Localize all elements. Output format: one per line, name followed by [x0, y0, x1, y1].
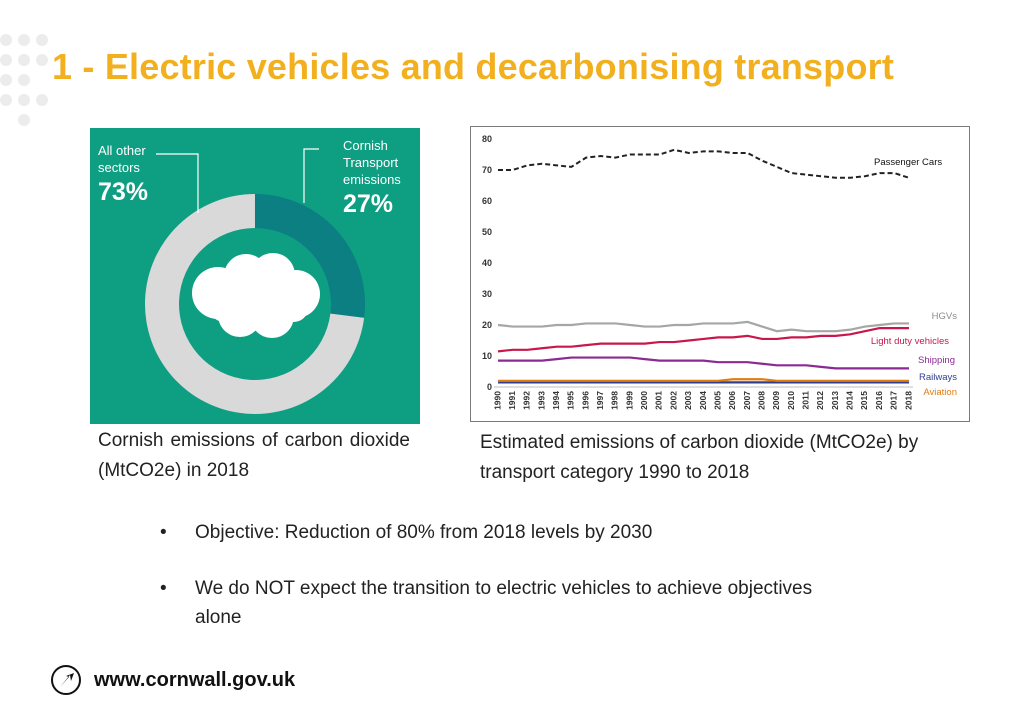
- x-tick-label: 1994: [551, 391, 561, 410]
- y-tick-label: 40: [482, 258, 492, 268]
- x-tick-label: 2011: [801, 391, 811, 410]
- donut-chart-panel: All other sectors 73% Cornish Transport …: [90, 128, 420, 424]
- x-tick-label: 2012: [815, 391, 825, 410]
- value-transport-emissions: 27%: [343, 190, 394, 218]
- series-line-hgvs: [497, 320, 909, 333]
- x-tick-label: 2002: [668, 391, 678, 410]
- series-label-hgvs: HGVs: [932, 311, 958, 322]
- leader-line-right: [303, 148, 319, 203]
- cloud-icon: [192, 253, 320, 338]
- objectives-list: • Objective: Reduction of 80% from 2018 …: [160, 518, 860, 659]
- series-line-aviation: [498, 378, 909, 382]
- objective-text: We do NOT expect the transition to elect…: [195, 578, 813, 628]
- footer: www.cornwall.gov.uk: [50, 664, 295, 696]
- line-chart: 0 10 20 30 40 50 60 70 80 1990 1991 1992 1993 1994 199…: [482, 134, 958, 410]
- x-tick-label: 2015: [859, 391, 869, 410]
- y-tick-label: 70: [482, 165, 492, 175]
- y-tick-label: 50: [482, 227, 492, 237]
- x-tick-label: 2000: [639, 391, 649, 410]
- x-tick-label: 2003: [683, 391, 693, 410]
- slide-title: 1 - Electric vehicles and decarbonising …: [52, 46, 895, 87]
- bullet-mark: •: [160, 578, 167, 599]
- x-tick-label: 2014: [845, 391, 855, 410]
- decorative-dots: [0, 34, 48, 126]
- x-tick-label: 2008: [756, 391, 766, 410]
- x-tick-label: 1990: [492, 391, 502, 410]
- y-tick-label: 0: [487, 382, 492, 392]
- x-tick-label: 2005: [712, 391, 722, 410]
- series-line-passenger-cars: [498, 148, 910, 179]
- leader-line-left: [156, 153, 199, 213]
- x-tick-label: 2007: [742, 391, 752, 410]
- x-tick-label: 2013: [830, 391, 840, 410]
- donut-slice-transport: [255, 194, 365, 318]
- x-tick-label: 2001: [654, 391, 664, 410]
- series-label-railways: Railways: [919, 372, 957, 383]
- x-tick-label: 2010: [786, 391, 796, 410]
- x-tick-label: 1991: [507, 391, 517, 410]
- cornwall-logo-icon: [51, 665, 81, 695]
- x-tick-label: 2016: [874, 391, 884, 410]
- donut-slice-all-other-sectors: [145, 194, 365, 414]
- y-tick-label: 30: [482, 289, 492, 299]
- label-transport-emissions: Cornish Transport emissions: [343, 138, 401, 187]
- x-tick-label: 1993: [536, 391, 546, 410]
- x-tick-label: 1996: [580, 391, 590, 410]
- x-tick-label: 2006: [727, 391, 737, 410]
- donut-chart: [145, 148, 365, 414]
- x-tick-label: 2004: [698, 391, 708, 410]
- x-tick-label: 1997: [595, 391, 605, 410]
- value-other-sectors: 73%: [98, 178, 149, 206]
- x-tick-label: 1998: [610, 391, 620, 410]
- series-line-light-duty-vehicles: [497, 327, 909, 353]
- list-item: • Objective: Reduction of 80% from 2018 …: [160, 518, 860, 547]
- line-chart-caption: Estimated emissions of carbon dioxide (M…: [480, 432, 919, 483]
- x-tick-label: 2009: [771, 391, 781, 410]
- y-tick-label: 80: [482, 134, 492, 144]
- list-item: • We do NOT expect the transition to ele…: [160, 574, 860, 632]
- series-label-aviation: Aviation: [923, 387, 957, 398]
- y-tick-label: 10: [482, 351, 492, 361]
- donut-caption: Cornish emissions of carbon dioxide (MtC…: [98, 430, 410, 481]
- x-tick-label: 2017: [889, 391, 899, 410]
- y-tick-label: 60: [482, 196, 492, 206]
- website-link[interactable]: www.cornwall.gov.uk: [94, 668, 296, 691]
- label-other-sectors: All other sectors: [98, 143, 146, 175]
- y-tick-label: 20: [482, 320, 492, 330]
- x-tick-label: 1999: [624, 391, 634, 410]
- objective-text: Objective: Reduction of 80% from 2018 le…: [195, 522, 653, 543]
- series-label-shipping: Shipping: [918, 355, 955, 366]
- series-label-light-duty-vehicles: Light duty vehicles: [871, 336, 949, 347]
- x-tick-label: 2018: [903, 391, 913, 410]
- series-line-shipping: [498, 356, 909, 370]
- donut-label-transport: Cornish Transport emissions 27%: [343, 137, 401, 219]
- donut-label-other: All other sectors 73%: [98, 142, 148, 207]
- line-chart-panel: 0 10 20 30 40 50 60 70 80 1990 1991 1992 1993 1994 199…: [470, 126, 970, 422]
- x-tick-label: 1995: [566, 391, 576, 410]
- x-tick-label: 1992: [522, 391, 532, 410]
- bullet-mark: •: [160, 522, 167, 543]
- series-label-passenger-cars: Passenger Cars: [874, 157, 942, 168]
